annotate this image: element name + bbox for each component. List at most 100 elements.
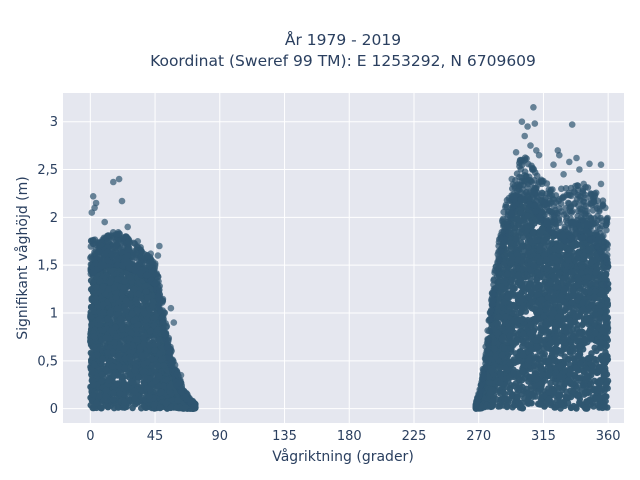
- data-point: [106, 278, 114, 286]
- data-point: [112, 293, 120, 301]
- data-point: [88, 296, 96, 304]
- data-point: [144, 294, 151, 302]
- data-point: [95, 248, 103, 255]
- data-point: [113, 380, 120, 388]
- data-point: [131, 387, 139, 395]
- data-point: [141, 373, 149, 381]
- data-point: [145, 393, 153, 400]
- data-point: [156, 350, 163, 358]
- data-point: [101, 250, 108, 258]
- data-point: [119, 234, 127, 241]
- data-point: [142, 288, 150, 295]
- data-point: [87, 254, 94, 262]
- data-point: [90, 381, 97, 389]
- data-point: [149, 302, 156, 310]
- data-point: [99, 355, 106, 363]
- data-point: [113, 333, 120, 340]
- data-point: [113, 305, 121, 312]
- data-point: [100, 309, 107, 316]
- data-point: [139, 302, 146, 309]
- data-point: [125, 238, 132, 245]
- data-point: [147, 327, 154, 335]
- data-point: [131, 395, 138, 402]
- data-point: [88, 321, 95, 328]
- data-point: [140, 340, 147, 348]
- data-point: [148, 362, 156, 369]
- data-point: [131, 367, 139, 374]
- data-point: [151, 280, 159, 287]
- data-point: [102, 386, 110, 394]
- data-point: [155, 372, 163, 380]
- data-point: [125, 246, 133, 253]
- data-point: [122, 297, 130, 304]
- data-point: [94, 239, 102, 246]
- data-point: [126, 335, 133, 342]
- data-point: [161, 331, 168, 339]
- data-point: [99, 261, 107, 269]
- data-point: [165, 348, 173, 356]
- data-point: [181, 404, 189, 412]
- data-point: [121, 398, 128, 406]
- data-point: [138, 248, 146, 256]
- data-point: [95, 316, 102, 323]
- data-point: [123, 383, 130, 391]
- data-point: [115, 354, 122, 362]
- data-point: [162, 323, 170, 331]
- data-point: [173, 404, 180, 412]
- data-point: [105, 376, 113, 384]
- data-point: [135, 290, 143, 298]
- data-point: [162, 399, 170, 407]
- data-point: [138, 394, 145, 401]
- data-point: [109, 363, 116, 370]
- data-point: [90, 307, 98, 315]
- data-point: [141, 310, 148, 317]
- data-point: [114, 276, 121, 283]
- data-point: [145, 262, 153, 270]
- data-point: [130, 317, 138, 324]
- data-point: [99, 301, 107, 309]
- data-point: [143, 271, 151, 279]
- data-point: [129, 358, 137, 366]
- data-point: [99, 283, 107, 290]
- data-point: [140, 334, 147, 342]
- data-point: [150, 401, 158, 409]
- data-point: [168, 361, 175, 369]
- data-point: [153, 270, 160, 277]
- data-point: [96, 392, 103, 400]
- data-point: [113, 240, 120, 248]
- data-point: [594, 369, 602, 376]
- data-point: [156, 404, 164, 412]
- data-point: [122, 355, 129, 362]
- data-point: [108, 327, 115, 334]
- data-point: [158, 388, 165, 396]
- data-point: [134, 307, 141, 315]
- data-point: [90, 333, 98, 340]
- data-point: [151, 262, 159, 269]
- data-point: [102, 392, 110, 400]
- data-point: [166, 383, 174, 391]
- data-point: [110, 389, 117, 397]
- data-point: [176, 379, 183, 387]
- data-point: [114, 372, 122, 379]
- data-point: [89, 353, 96, 361]
- data-point: [90, 343, 98, 351]
- data-point: [106, 309, 114, 317]
- data-point: [151, 314, 158, 321]
- data-point: [104, 349, 111, 356]
- data-point: [150, 336, 158, 343]
- data-point: [104, 403, 112, 411]
- data-points: [87, 104, 612, 412]
- data-point: [114, 404, 122, 411]
- data-point: [116, 390, 124, 397]
- data-point: [591, 344, 598, 352]
- data-point: [121, 364, 128, 372]
- data-point: [138, 352, 146, 360]
- data-point: [120, 284, 127, 292]
- data-point: [88, 369, 96, 376]
- data-point: [174, 397, 181, 404]
- data-point: [128, 378, 135, 386]
- data-point: [93, 399, 100, 407]
- data-point: [104, 315, 111, 323]
